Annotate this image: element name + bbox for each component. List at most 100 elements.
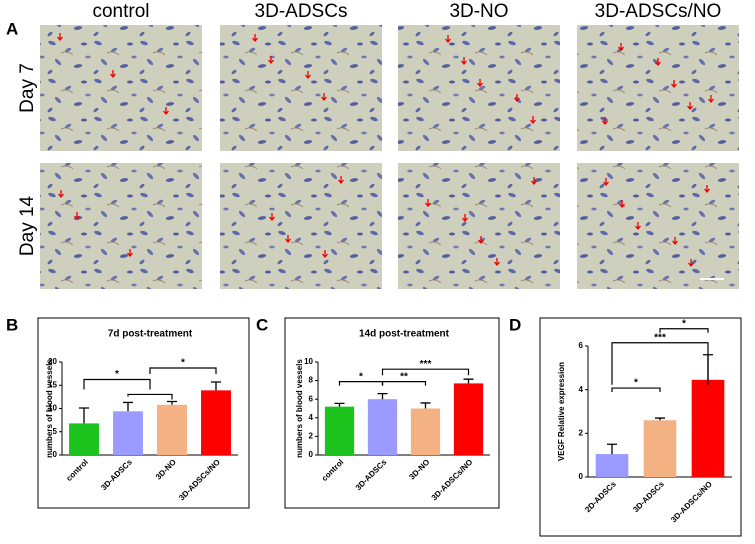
arrow bbox=[635, 222, 641, 231]
chart-title: 7d post-treatment bbox=[108, 329, 193, 340]
arrow bbox=[477, 79, 483, 88]
error-bar bbox=[463, 378, 474, 384]
panel-frame bbox=[284, 317, 500, 509]
arrow bbox=[618, 43, 624, 52]
bar bbox=[367, 399, 398, 455]
micrograph bbox=[577, 163, 739, 289]
column-label: 3D-ADSCs bbox=[255, 1, 348, 22]
error-bar bbox=[79, 407, 89, 424]
significance-label: ** bbox=[400, 371, 408, 382]
y-tick-label: 4 bbox=[309, 413, 314, 422]
micrograph bbox=[40, 163, 202, 289]
error-bar bbox=[123, 401, 133, 412]
arrow bbox=[58, 190, 64, 199]
bar bbox=[410, 408, 441, 455]
x-tick-label: 3D-ADSCs/NO bbox=[669, 480, 714, 525]
arrow bbox=[305, 71, 311, 80]
panel-label: C bbox=[256, 315, 268, 334]
error-bar bbox=[655, 417, 665, 421]
y-tick-label: 5 bbox=[53, 427, 58, 436]
y-tick-label: 8 bbox=[309, 376, 314, 385]
arrow bbox=[530, 116, 536, 125]
row-label: Day 7 bbox=[17, 63, 38, 113]
arrow bbox=[462, 214, 468, 223]
error-bar bbox=[377, 392, 388, 400]
arrow bbox=[57, 33, 63, 42]
y-axis-label: VEGF Relative expression bbox=[557, 362, 566, 461]
panel-label: D bbox=[509, 315, 521, 334]
significance-bracket bbox=[611, 342, 709, 385]
arrow bbox=[603, 178, 609, 187]
arrow bbox=[425, 199, 431, 208]
significance-bracket bbox=[83, 378, 151, 390]
significance-label: *** bbox=[420, 359, 432, 370]
y-tick-label: 10 bbox=[48, 404, 57, 413]
arrow bbox=[531, 177, 537, 186]
micrograph bbox=[398, 163, 560, 289]
column-label: control bbox=[92, 1, 149, 22]
significance-label: * bbox=[682, 318, 686, 329]
y-tick-label: 0 bbox=[309, 450, 314, 459]
panel-frame bbox=[37, 317, 250, 509]
arrow bbox=[655, 58, 661, 67]
y-axis-label: numbers of blood vessels bbox=[295, 359, 304, 458]
panel-label: B bbox=[6, 315, 18, 334]
x-tick-label: 3D-NO bbox=[407, 458, 431, 482]
bar bbox=[157, 404, 187, 455]
significance-label: * bbox=[359, 371, 363, 382]
micrograph bbox=[577, 25, 739, 151]
arrow bbox=[494, 258, 500, 267]
x-tick-label: 3D-NO bbox=[154, 458, 178, 482]
x-tick-label: 3D-ADSCs bbox=[631, 479, 666, 514]
y-tick-label: 2 bbox=[309, 432, 314, 441]
column-label: 3D-ADSCs/NO bbox=[595, 1, 722, 22]
bar bbox=[201, 390, 231, 455]
panel-frame bbox=[539, 317, 742, 537]
bar bbox=[691, 379, 725, 477]
arrow bbox=[671, 80, 677, 89]
x-tick-label: 3D-ADSCs bbox=[99, 457, 134, 492]
significance-label: * bbox=[634, 378, 638, 389]
x-tick-label: 3D-ADSCs/NO bbox=[177, 458, 222, 503]
error-bar bbox=[167, 400, 177, 405]
arrow bbox=[322, 250, 328, 259]
micrograph bbox=[40, 25, 202, 151]
y-tick-label: 20 bbox=[48, 357, 57, 366]
arrow bbox=[127, 249, 133, 258]
panel-label: A bbox=[6, 19, 18, 38]
arrow bbox=[321, 93, 327, 102]
bar bbox=[113, 411, 143, 455]
x-tick-label: control bbox=[64, 458, 90, 484]
bar bbox=[643, 420, 677, 477]
error-bar bbox=[211, 381, 221, 391]
micrograph bbox=[220, 25, 382, 151]
arrow bbox=[285, 235, 291, 244]
column-label: 3D-NO bbox=[449, 1, 508, 22]
arrow bbox=[445, 35, 451, 44]
arrow bbox=[688, 259, 694, 268]
y-tick-label: 0 bbox=[53, 450, 58, 459]
x-tick-label: 3D-ADSCs/NO bbox=[430, 458, 475, 503]
y-tick-label: 10 bbox=[304, 357, 313, 366]
y-tick-label: 15 bbox=[48, 380, 57, 389]
arrow bbox=[74, 212, 80, 221]
significance-label: * bbox=[181, 358, 185, 369]
x-tick-label: 3D-ADSCs bbox=[354, 457, 389, 492]
significance-label: *** bbox=[654, 332, 666, 343]
bar bbox=[453, 383, 484, 455]
arrow bbox=[687, 102, 693, 111]
x-tick-label: 2D-ADSCs bbox=[583, 479, 618, 514]
bar bbox=[324, 406, 355, 455]
bar bbox=[69, 423, 99, 455]
y-tick-label: 2 bbox=[579, 428, 584, 437]
arrow bbox=[514, 94, 520, 103]
significance-bracket bbox=[149, 367, 217, 374]
arrow bbox=[252, 34, 258, 43]
y-tick-label: 4 bbox=[579, 385, 584, 394]
error-bar bbox=[334, 402, 345, 407]
significance-bracket bbox=[659, 328, 709, 333]
y-tick-label: 6 bbox=[309, 394, 314, 403]
row-label: Day 14 bbox=[17, 195, 38, 256]
significance-bracket bbox=[611, 387, 661, 393]
